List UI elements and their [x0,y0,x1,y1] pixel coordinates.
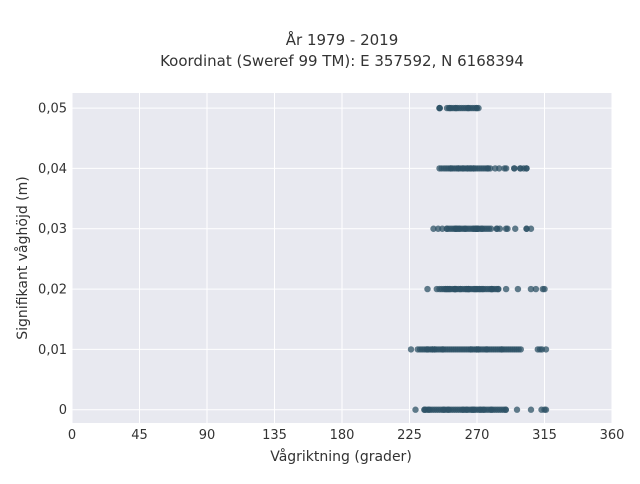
scatter-point [473,346,480,353]
scatter-point [412,406,419,413]
scatter-point [536,346,544,353]
scatter-point [498,346,505,353]
scatter-point [442,285,449,293]
scatter-point [493,225,500,232]
y-axis-label: Signifikant våghöjd (m) [14,176,31,339]
scatter-point [502,406,509,413]
scatter-point [457,285,464,293]
y-tick-label: 0,04 [38,162,67,177]
scatter-point [495,165,503,172]
scatter-point [424,346,431,353]
scatter-point [433,285,441,293]
chart-title-line-2: Koordinat (Sweref 99 TM): E 357592, N 61… [160,52,524,70]
chart-title-line-1: År 1979 - 2019 [286,30,399,49]
x-tick-label: 45 [131,428,148,443]
scatter-point [414,346,421,353]
scatter-point [434,225,442,232]
scatter-point [424,285,431,293]
scatter-point [523,225,530,232]
scatter-point [461,225,469,232]
scatter-point [455,165,462,172]
scatter-point [527,285,535,293]
scatter-point [446,104,454,112]
scatter-point [488,285,495,293]
y-tick-label: 0 [59,403,67,418]
x-tick-label: 135 [262,428,287,443]
scatter-point [436,104,443,112]
scatter-point [453,225,460,232]
scatter-point [478,225,486,232]
scatter-point [542,406,550,413]
scatter-point [523,165,530,172]
scatter-point [480,406,487,413]
x-tick-label: 360 [600,428,625,443]
scatter-point [512,225,519,232]
scatter-point [459,165,467,172]
scatter-point [511,165,518,172]
scatter-point [443,225,450,232]
scatter-point [407,346,415,353]
scatter-point [421,406,428,413]
scatter-point [459,406,467,413]
y-tick-labels: 0 0,01 0,02 0,03 0,04 0,05 [38,102,67,419]
x-axis-label: Vågriktning (grader) [270,448,412,465]
scatter-point [473,104,481,112]
x-tick-label: 270 [465,428,490,443]
scatter-point [494,285,502,293]
scatter-point [527,406,535,413]
x-tick-label: 90 [199,428,216,443]
scatter-point [473,225,480,232]
scatter-point [430,225,437,232]
scatter-point [465,104,472,112]
x-tick-label: 315 [532,428,557,443]
x-tick-label: 180 [330,428,355,443]
y-tick-label: 0,02 [38,283,67,298]
scatter-point [438,165,445,172]
scatter-point [483,346,490,353]
scatter-point [465,285,472,293]
scatter-point [502,225,510,232]
y-tick-label: 0,03 [38,222,67,237]
y-tick-label: 0,05 [38,102,67,117]
scatter-point [431,346,438,353]
scatter-point [502,285,510,293]
scatter-point [517,165,524,172]
scatter-point [447,165,455,172]
scatter-point [470,406,478,413]
scatter-point [440,406,447,413]
scatter-point [445,406,452,413]
x-tick-labels: 0 45 90 135 180 225 270 315 360 [68,428,625,443]
x-tick-label: 0 [68,428,76,443]
scatter-point [439,346,446,353]
x-tick-label: 225 [397,428,422,443]
scatter-point [513,406,521,413]
scatter-point [467,346,475,353]
scatter-point [532,285,540,293]
scatter-point [452,104,460,112]
scatter-point [539,285,547,293]
scatter-point [471,285,478,293]
scatter-point [479,285,486,293]
data-points [407,104,550,413]
scatter-point [501,165,508,172]
scatter-point [470,165,477,172]
y-tick-label: 0,01 [38,343,67,358]
scatter-point [487,225,495,232]
scatter-point [451,285,459,293]
scatter-point [517,346,524,353]
scatter-point [488,406,495,413]
scatter-point [484,165,491,172]
scatter-point [514,285,522,293]
